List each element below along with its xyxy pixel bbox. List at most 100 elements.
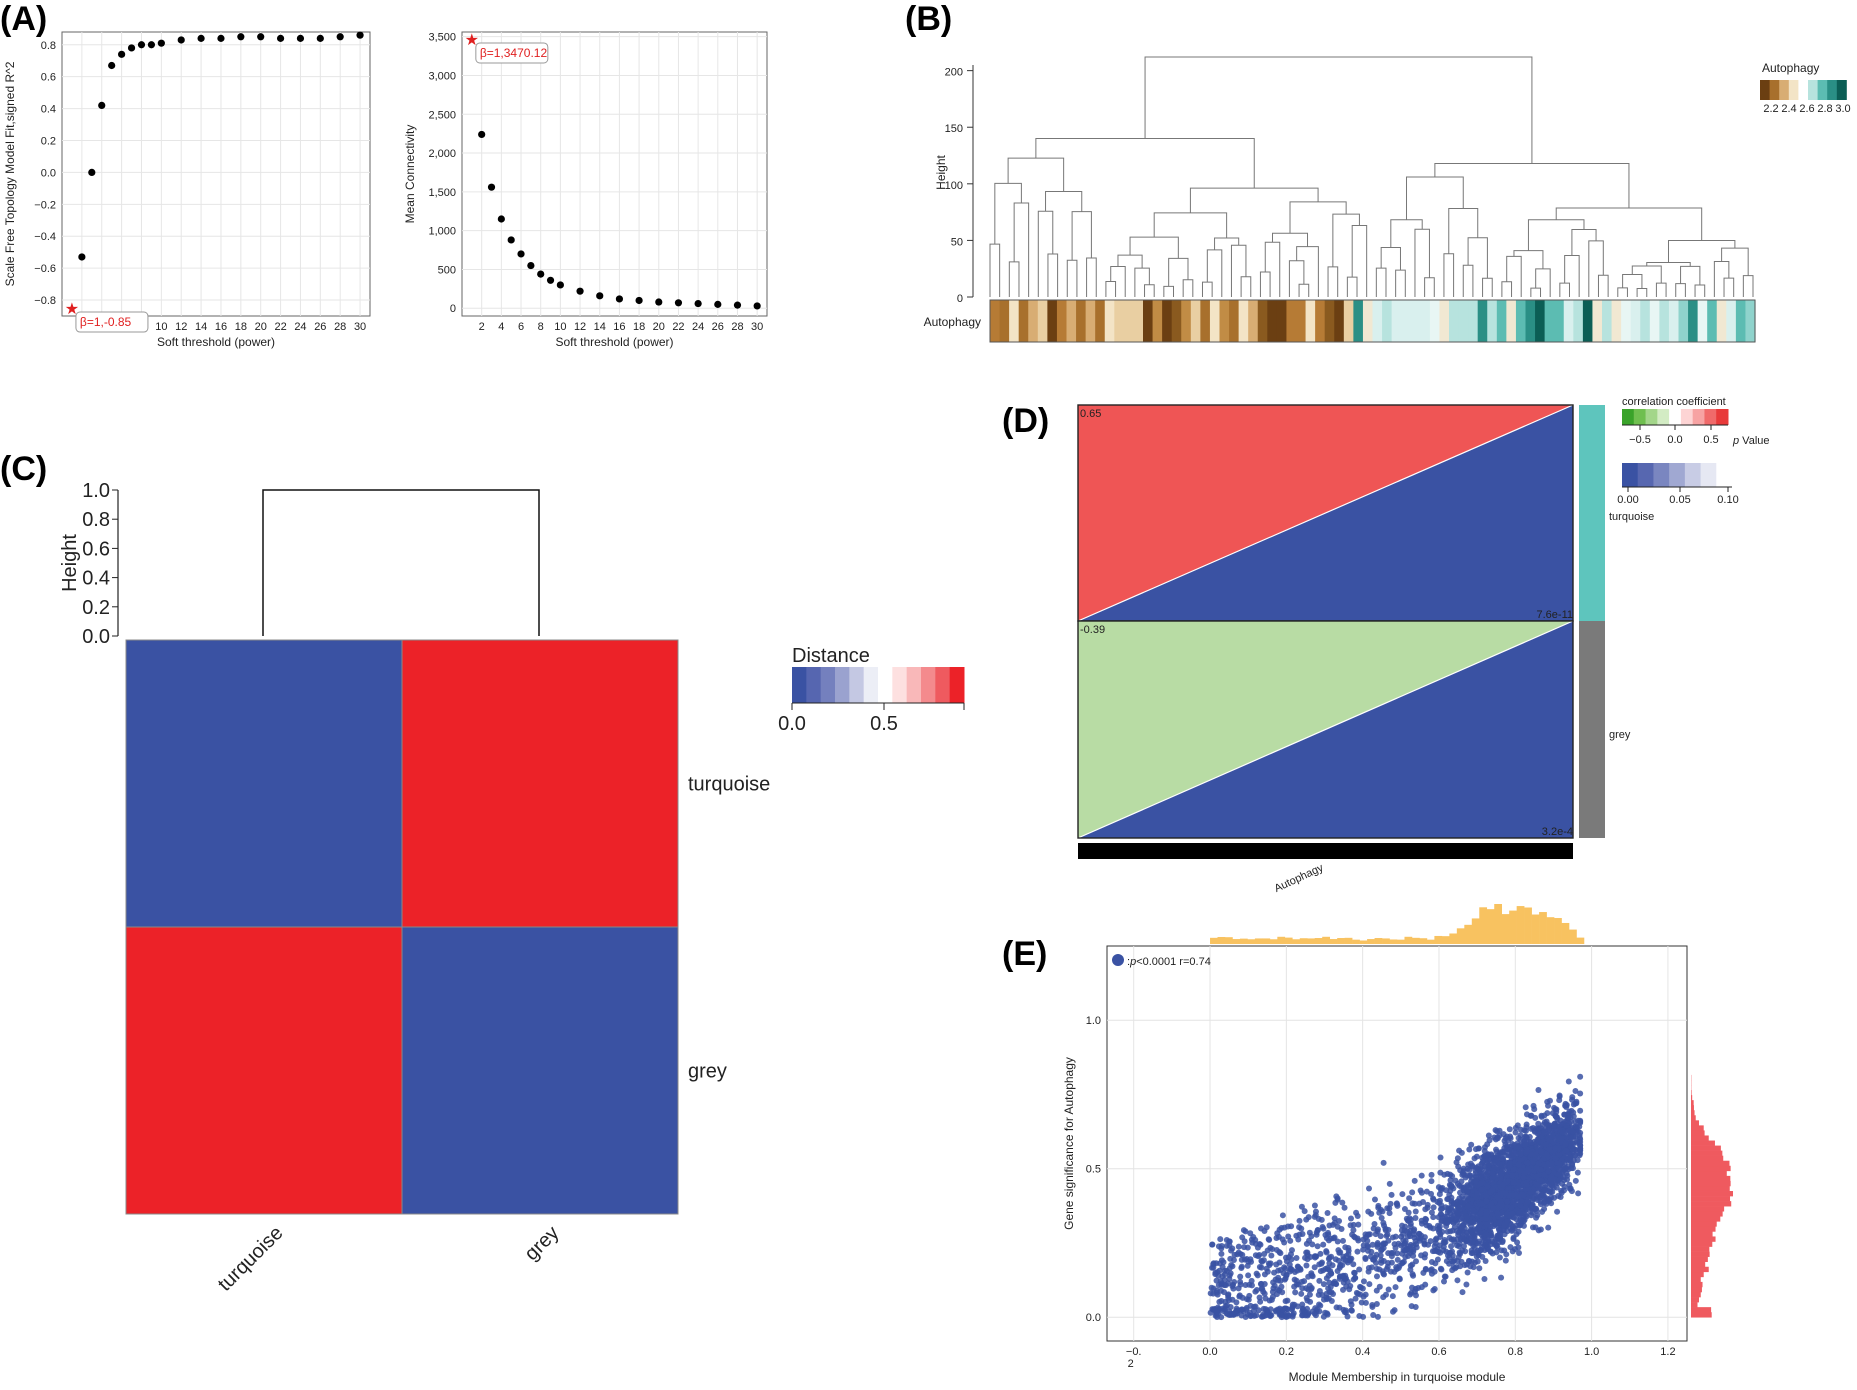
histogram-bar-x — [1299, 938, 1308, 944]
data-point — [1479, 1253, 1486, 1260]
legend-corr-tick: 0.5 — [1703, 434, 1718, 446]
data-point — [1453, 1159, 1460, 1166]
data-point — [1380, 1270, 1387, 1277]
legend-swatch — [1827, 80, 1838, 100]
data-point — [1515, 1250, 1522, 1257]
dendro-y-tick-label: 0.0 — [82, 626, 110, 648]
data-point — [1380, 1257, 1387, 1264]
y-tick-label: 0 — [450, 303, 456, 315]
data-point — [576, 287, 584, 295]
color-bar-cell — [1009, 300, 1020, 342]
data-point — [1301, 1208, 1308, 1215]
histogram-bar-y — [1691, 1276, 1701, 1283]
data-point — [1370, 1311, 1377, 1318]
data-point — [1418, 1252, 1425, 1259]
pvalue-label: 7.6e-11 — [1537, 609, 1574, 621]
data-point — [1408, 1303, 1415, 1310]
data-point — [1216, 1267, 1223, 1274]
color-bar-cell — [1209, 300, 1221, 342]
highlight-label: β=1,-0.85 — [80, 315, 132, 329]
module-bar-grey — [1579, 621, 1605, 838]
data-point — [1263, 1265, 1270, 1272]
x-axis-label: Soft threshold (power) — [157, 335, 275, 349]
data-point — [197, 34, 205, 42]
data-point — [1313, 1231, 1320, 1238]
data-point — [276, 34, 285, 42]
data-point — [1457, 1167, 1464, 1174]
dendrogram-branch — [1327, 266, 1339, 297]
y-axis-label: Mean Connectivity — [403, 125, 417, 224]
histogram-bar-x — [1471, 918, 1480, 944]
data-point — [1464, 1203, 1471, 1210]
data-point — [1485, 1132, 1492, 1139]
color-bar-cell — [1152, 300, 1163, 342]
data-point — [1545, 1168, 1552, 1175]
legend-corr-swatch — [1704, 409, 1717, 425]
y-tick-label: 3,500 — [428, 32, 456, 44]
data-point — [1423, 1188, 1430, 1195]
module-label: grey — [1609, 729, 1631, 741]
data-point — [1436, 1191, 1443, 1198]
histogram-bar-x — [1397, 939, 1405, 944]
color-bar-cell — [1410, 300, 1421, 342]
legend-p-swatch — [1684, 463, 1702, 487]
dendrogram-branch — [1375, 267, 1387, 297]
data-point — [1334, 1195, 1341, 1202]
data-point — [1499, 1148, 1506, 1155]
data-point — [1575, 1190, 1582, 1197]
histogram-bar-x — [1509, 910, 1517, 944]
data-point — [1541, 1195, 1548, 1202]
dendrogram-branch — [1129, 236, 1179, 259]
x-tick-label: 26 — [314, 321, 326, 333]
x-axis-label: Soft threshold (power) — [555, 335, 673, 349]
data-point — [1274, 1230, 1281, 1237]
data-point — [1549, 1188, 1556, 1195]
legend-swatch — [835, 667, 850, 703]
data-point — [1393, 1201, 1400, 1208]
x-tick-label: 24 — [294, 321, 306, 333]
data-point — [1258, 1264, 1265, 1271]
data-point — [1537, 1166, 1544, 1173]
correlation-value: -0.39 — [1080, 624, 1105, 636]
data-point — [1470, 1207, 1477, 1214]
data-point — [1577, 1118, 1584, 1125]
histogram-bar-y — [1691, 1231, 1713, 1237]
x-tick-label: 0.6 — [1431, 1346, 1446, 1358]
data-point — [1348, 1301, 1355, 1308]
histogram-bar-y — [1691, 1256, 1708, 1263]
data-point — [1391, 1241, 1398, 1248]
data-point — [1548, 1160, 1555, 1167]
data-point — [1457, 1250, 1464, 1257]
data-point — [1422, 1281, 1429, 1288]
data-point — [1253, 1312, 1260, 1319]
data-point — [1298, 1203, 1305, 1210]
data-point — [1463, 1213, 1470, 1220]
data-point — [1380, 1294, 1387, 1301]
dendrogram-branch — [1467, 237, 1488, 279]
color-bar-cell — [1429, 300, 1441, 342]
data-point — [1571, 1152, 1578, 1159]
data-point — [1438, 1266, 1445, 1273]
data-point — [1261, 1280, 1268, 1287]
data-point — [1362, 1234, 1369, 1241]
data-point — [1501, 1222, 1508, 1229]
histogram-bar-y — [1691, 1170, 1727, 1177]
dendrogram-branch — [1240, 276, 1252, 297]
legend-swatch — [949, 667, 965, 703]
data-point — [1431, 1243, 1438, 1250]
data-point — [1323, 1296, 1330, 1303]
y-axis-label: Gene significance for Autophagy — [1062, 1057, 1076, 1230]
color-bar-cell — [1688, 300, 1699, 342]
data-point — [1409, 1284, 1416, 1291]
col-label: turquoise — [214, 1222, 288, 1296]
data-point — [1223, 1242, 1230, 1249]
data-point — [1466, 1146, 1473, 1153]
data-point — [1271, 1269, 1278, 1276]
data-point — [1356, 1266, 1363, 1273]
color-bar-cell — [1200, 300, 1211, 342]
data-point — [1371, 1220, 1378, 1227]
data-point — [1383, 1232, 1390, 1239]
legend-swatch — [1798, 80, 1809, 100]
data-point — [1501, 1231, 1508, 1238]
